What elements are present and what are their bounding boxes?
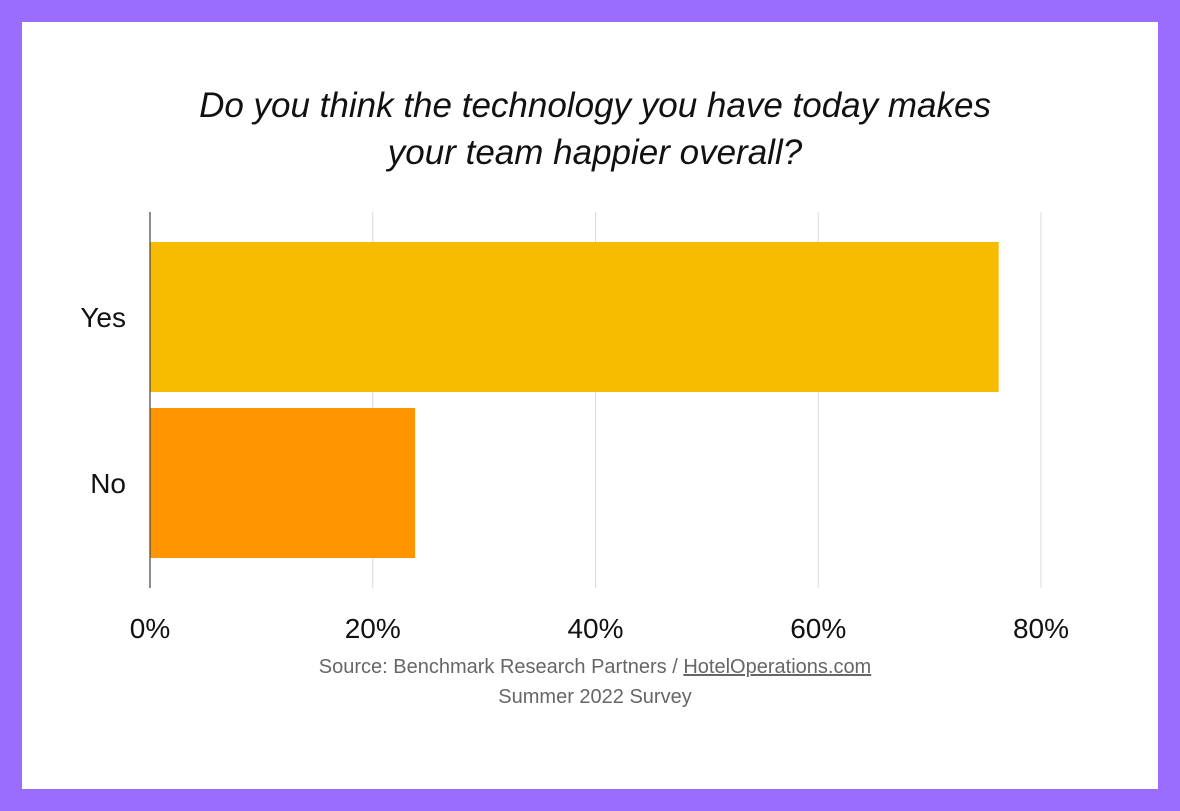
bar-yes — [150, 242, 999, 392]
source-link[interactable]: HotelOperations.com — [683, 656, 872, 678]
chart-title-line-1: Do you think the technology you have tod… — [199, 86, 991, 125]
survey-label: Summer 2022 Survey — [498, 686, 692, 708]
chart-title-line-2: your team happier overall? — [387, 133, 803, 172]
category-labels: Yes No — [80, 302, 126, 499]
category-label-no: No — [90, 468, 126, 499]
x-tick-label-3: 60% — [790, 613, 846, 644]
x-tick-label-2: 40% — [567, 613, 623, 644]
x-tick-label-0: 0% — [130, 613, 170, 644]
chart-title: Do you think the technology you have tod… — [0, 82, 1180, 176]
x-tick-label-1: 20% — [345, 613, 401, 644]
bars — [150, 242, 999, 558]
chart-card — [22, 22, 1158, 789]
x-tick-label-4: 80% — [1013, 613, 1069, 644]
source-line: Source: Benchmark Research Partners / Ho… — [0, 656, 1180, 679]
bar-no — [150, 408, 416, 558]
category-label-yes: Yes — [80, 302, 126, 333]
source-text: Source: Benchmark Research Partners / — [318, 656, 684, 678]
x-tick-labels: 0% 20% 40% 60% 80% — [130, 613, 1069, 644]
